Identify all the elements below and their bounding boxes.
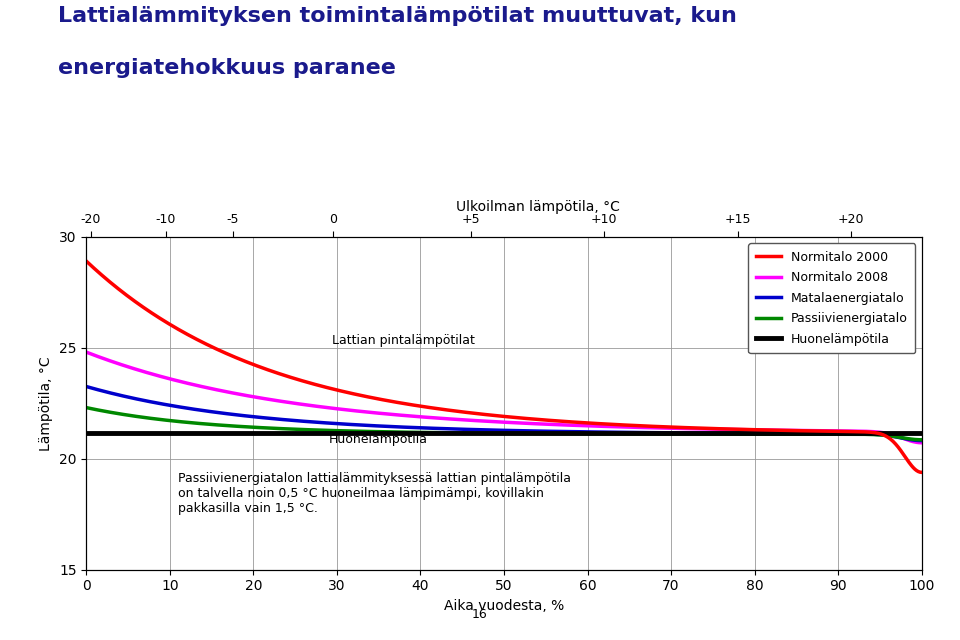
Y-axis label: Lämpötila, °C: Lämpötila, °C (39, 356, 54, 451)
Legend: Normitalo 2000, Normitalo 2008, Matalaenergiatalo, Passiivienergiatalo, Huoneläm: Normitalo 2000, Normitalo 2008, Matalaen… (749, 243, 915, 353)
Text: energiatehokkuus paranee: energiatehokkuus paranee (58, 58, 396, 77)
Text: Lattialämmityksen toimintalämpötilat muuttuvat, kun: Lattialämmityksen toimintalämpötilat muu… (58, 6, 736, 26)
Text: 16: 16 (472, 608, 488, 621)
X-axis label: Aika vuodesta, %: Aika vuodesta, % (444, 599, 564, 613)
Text: Huonelämpötila: Huonelämpötila (329, 433, 428, 447)
Text: Lattian pintalämpötilat: Lattian pintalämpötilat (332, 333, 475, 347)
Text: Ulkoilman lämpötila, °C: Ulkoilman lämpötila, °C (456, 200, 619, 214)
Text: Passiivienergiatalon lattialämmityksessä lattian pintalämpötila
on talvella noin: Passiivienergiatalon lattialämmityksessä… (179, 472, 571, 515)
